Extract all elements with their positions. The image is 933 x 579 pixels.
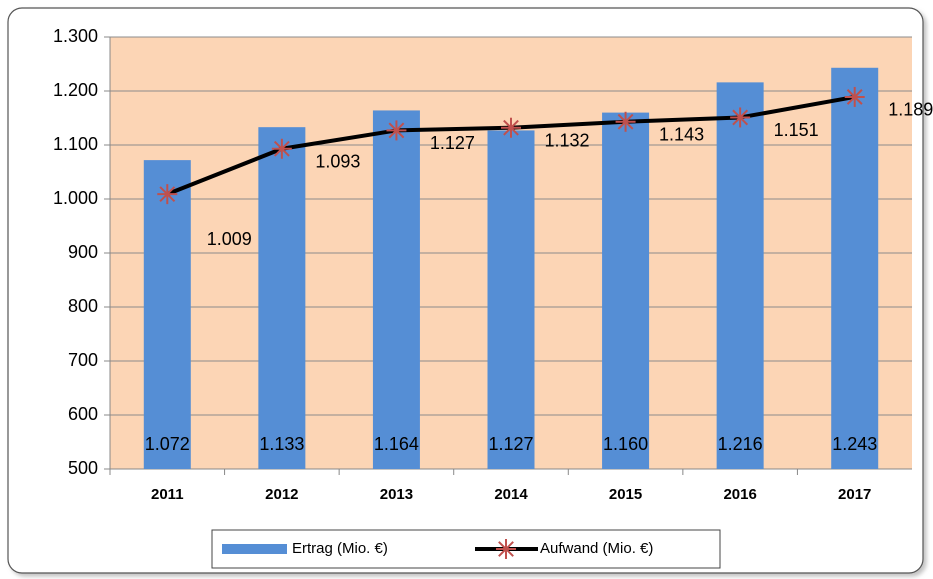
marker-stroke — [273, 140, 290, 157]
y-tick-label: 1.100 — [53, 134, 98, 154]
marker-stroke — [732, 109, 749, 126]
y-tick-label: 1.300 — [53, 26, 98, 46]
x-tick-label: 2011 — [151, 486, 184, 503]
bar — [831, 67, 879, 469]
x-tick-label: 2015 — [609, 486, 642, 503]
bar — [487, 130, 535, 470]
marker-stroke — [846, 89, 863, 105]
bar — [372, 110, 420, 469]
bar-value-label: 1.160 — [603, 434, 648, 454]
line-marker — [730, 107, 751, 128]
legend-box — [211, 529, 721, 569]
legend-marker — [496, 539, 516, 559]
bar-value-label: 1.133 — [259, 434, 304, 454]
line-marker — [615, 111, 636, 132]
marker-stroke — [503, 119, 519, 136]
bar-value-label: 1.216 — [718, 434, 763, 454]
legend-label: Aufwand (Mio. €) — [540, 540, 653, 557]
line-marker — [271, 138, 292, 159]
y-tick-label: 700 — [68, 350, 98, 370]
x-tick-label: 2017 — [838, 486, 871, 503]
line-marker — [157, 184, 178, 205]
legend-label: Ertrag (Mio. €) — [292, 540, 388, 557]
bar-value-label: 1.072 — [145, 434, 190, 454]
bar — [716, 82, 764, 470]
bar — [143, 160, 191, 469]
marker-stroke — [388, 122, 405, 139]
x-tick-label: 2013 — [380, 486, 413, 503]
bar — [602, 112, 650, 469]
legend-swatch — [222, 544, 287, 554]
x-tick-label: 2016 — [723, 486, 756, 503]
x-tick-label: 2014 — [494, 486, 528, 503]
bar-value-label: 1.127 — [488, 434, 533, 454]
marker-stroke — [159, 186, 176, 203]
x-tick-label: 2012 — [265, 486, 298, 503]
bar-value-label: 1.243 — [832, 434, 877, 454]
y-tick-label: 500 — [68, 458, 98, 478]
y-tick-label: 1.200 — [53, 80, 98, 100]
marker-stroke — [498, 541, 514, 557]
line-value-label: 1.132 — [544, 130, 589, 150]
y-tick-label: 600 — [68, 404, 98, 424]
marker-stroke — [617, 113, 634, 130]
y-tick-label: 1.000 — [53, 188, 98, 208]
line-value-label: 1.151 — [774, 120, 819, 140]
line-value-label: 1.127 — [430, 133, 475, 153]
line-value-label: 1.093 — [315, 152, 360, 172]
line-marker — [501, 117, 521, 138]
bar-value-label: 1.164 — [374, 434, 419, 454]
line-value-label: 1.009 — [207, 229, 252, 249]
line-marker — [386, 120, 407, 141]
bar — [258, 127, 306, 470]
line-value-label: 1.189 — [888, 100, 933, 120]
line-marker — [844, 86, 865, 107]
y-tick-label: 900 — [68, 242, 98, 262]
line-value-label: 1.143 — [659, 125, 704, 145]
y-tick-label: 800 — [68, 296, 98, 316]
